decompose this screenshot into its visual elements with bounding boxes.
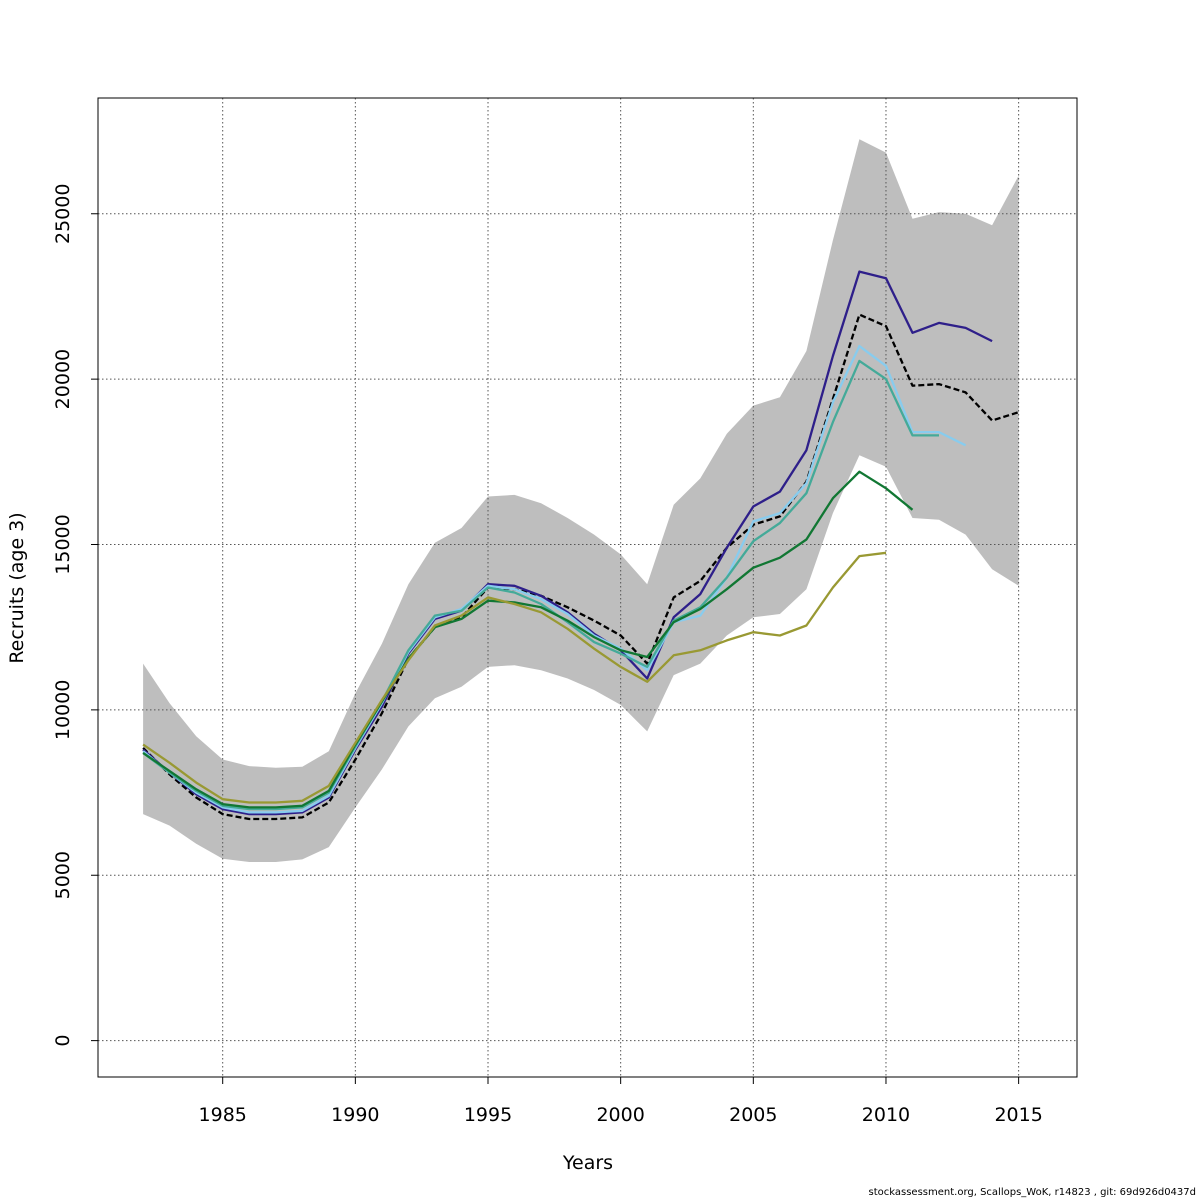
x-tick-label: 1990: [331, 1104, 379, 1126]
x-tick-label: 1985: [199, 1104, 247, 1126]
y-tick-label: 25000: [52, 184, 74, 244]
series-line-3: [142, 344, 967, 814]
y-tick-label: 5000: [52, 851, 74, 899]
confidence-band-layer: [143, 139, 1019, 863]
x-tick-label: 2000: [596, 1104, 644, 1126]
x-tick-label: 2010: [862, 1104, 910, 1126]
confidence-band: [143, 139, 1019, 863]
series-layer: [142, 270, 1019, 821]
series-line-6: [142, 551, 887, 804]
series-line-2: [142, 270, 993, 816]
series-line-5: [142, 470, 914, 809]
x-tick-label: 1995: [464, 1104, 512, 1126]
plot-frame: [97, 97, 1078, 1078]
footer-credit: stockassessment.org, Scallops_WoK, r1482…: [868, 1187, 1196, 1198]
y-axis-title: Recruits (age 3): [6, 512, 28, 663]
y-tick-label: 0: [52, 1035, 74, 1047]
series-line-1: [142, 313, 1019, 821]
y-tick-label: 15000: [52, 514, 74, 574]
y-tick-label: 20000: [52, 349, 74, 409]
series-line-4: [142, 359, 939, 811]
y-axis: 0 5000 10000 15000 20000 25000: [52, 184, 98, 1047]
x-axis: 1985 1990 1995 2000 2005 2010 2015: [199, 1077, 1043, 1126]
x-tick-label: 2015: [994, 1104, 1042, 1126]
x-axis-title: Years: [562, 1152, 613, 1174]
y-tick-label: 10000: [52, 680, 74, 740]
x-tick-label: 2005: [729, 1104, 777, 1126]
